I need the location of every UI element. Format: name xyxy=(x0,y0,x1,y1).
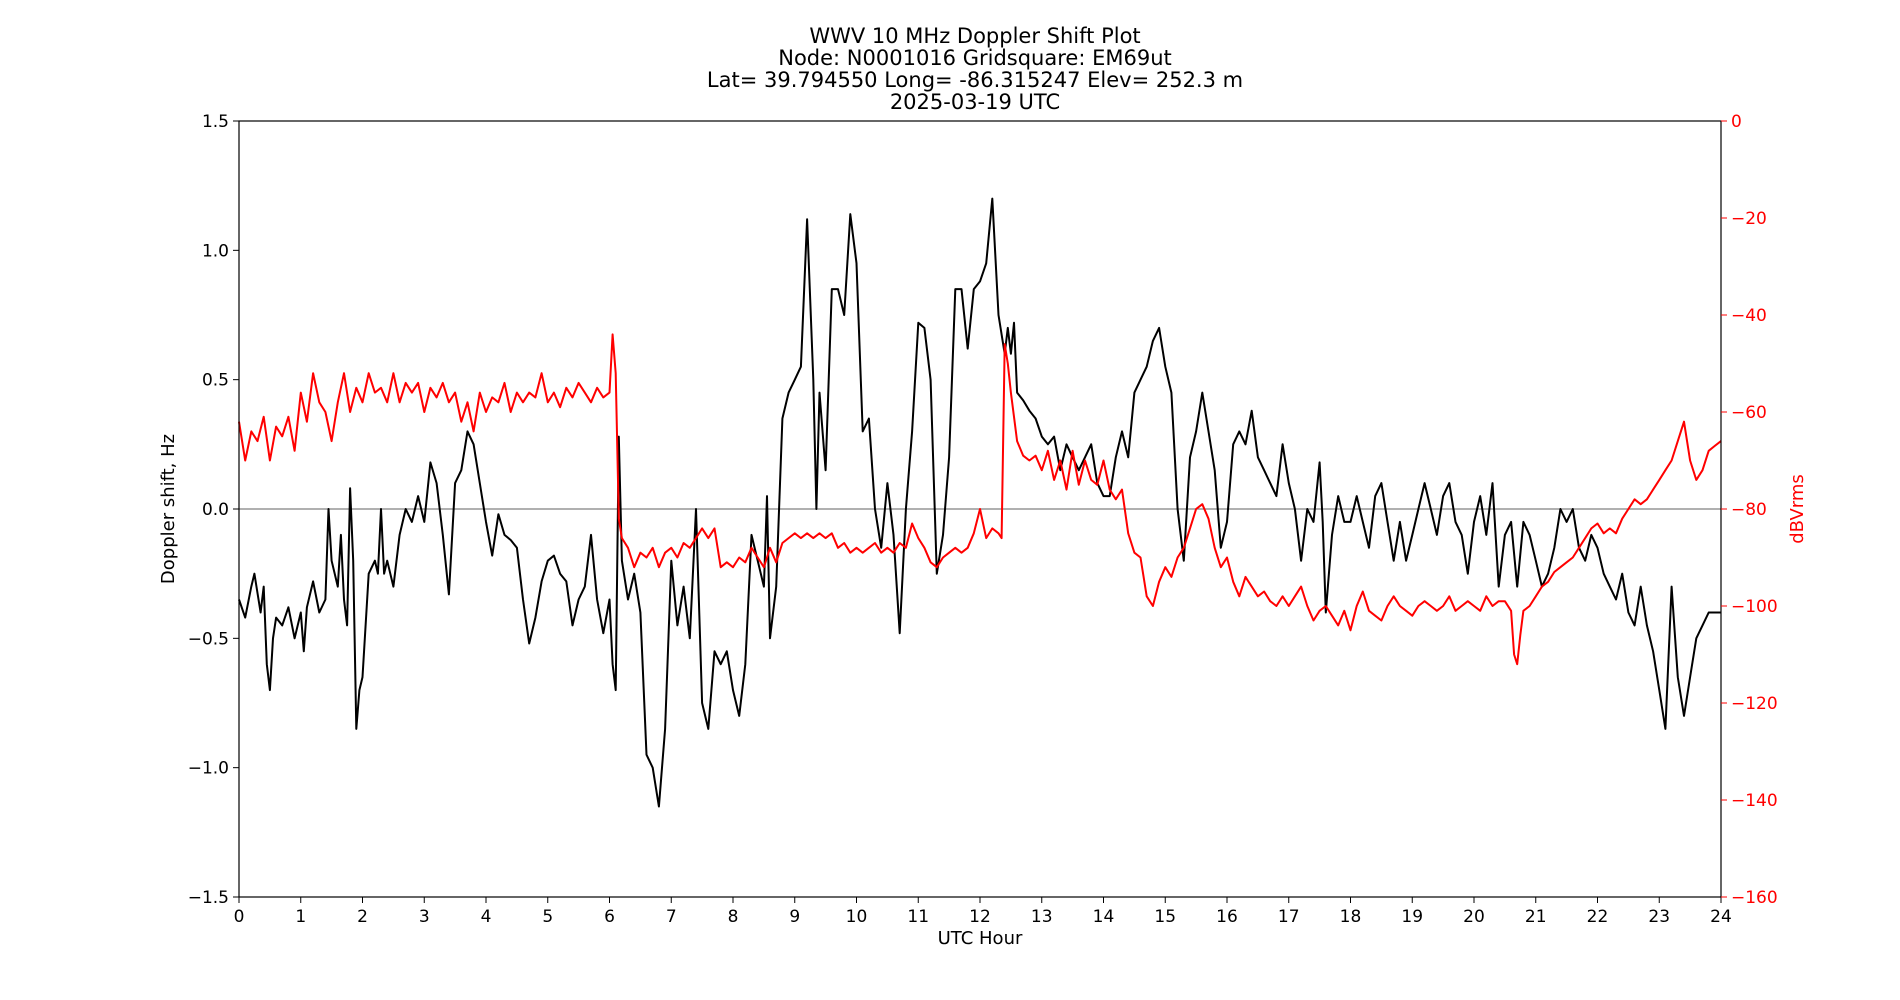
x-tick-label: 3 xyxy=(419,907,430,927)
x-tick-label: 19 xyxy=(1401,907,1423,927)
y-right-tick-label: −60 xyxy=(1731,403,1767,423)
x-tick-label: 8 xyxy=(728,907,739,927)
y-left-tick-label: 1.0 xyxy=(202,241,229,261)
y-axis-right-label: dBVrms xyxy=(1787,474,1808,544)
x-tick-label: 1 xyxy=(295,907,306,927)
y-right-tick-label: −140 xyxy=(1731,791,1778,811)
x-tick-label: 12 xyxy=(969,907,991,927)
y-right-tick-label: −120 xyxy=(1731,694,1778,714)
chart-title-line-2: Node: N0001016 Gridsquare: EM69ut xyxy=(778,46,1171,70)
x-tick-label: 16 xyxy=(1216,907,1238,927)
y-right-tick-label: −100 xyxy=(1731,597,1778,617)
y-left-tick-label: −1.5 xyxy=(188,888,229,908)
x-tick-label: 0 xyxy=(234,907,245,927)
x-axis-label: UTC Hour xyxy=(938,928,1023,949)
x-tick-label: 15 xyxy=(1154,907,1176,927)
x-tick-label: 21 xyxy=(1525,907,1547,927)
x-tick-label: 4 xyxy=(481,907,492,927)
x-tick-label: 17 xyxy=(1278,907,1300,927)
chart-title-line-3: Lat= 39.794550 Long= -86.315247 Elev= 25… xyxy=(707,68,1243,92)
y-left-tick-label: −1.0 xyxy=(188,759,229,779)
y-axis-left-label: Doppler shift, Hz xyxy=(158,434,179,584)
x-tick-label: 18 xyxy=(1340,907,1362,927)
x-tick-label: 23 xyxy=(1648,907,1670,927)
power-dbvrms-line xyxy=(238,333,1722,666)
x-tick-label: 20 xyxy=(1463,907,1485,927)
y-left-tick-label: 1.5 xyxy=(202,112,229,132)
chart-title-group: WWV 10 MHz Doppler Shift Plot Node: N000… xyxy=(707,24,1243,114)
y-right-tick-label: −40 xyxy=(1731,306,1767,326)
x-tick-label: 9 xyxy=(789,907,800,927)
x-tick-label: 11 xyxy=(907,907,929,927)
axes-layer: 0 1 2 3 4 5 6 7 8 9 10 11 12 13 14 15 16 17 18 19 20 21 22 23 24… xyxy=(188,112,1778,927)
y-right-tick-label: −20 xyxy=(1731,209,1767,229)
y-right-tick-label: −160 xyxy=(1731,888,1778,908)
x-tick-label: 6 xyxy=(604,907,615,927)
y-left-tick-label: −0.5 xyxy=(188,629,229,649)
x-tick-label: 5 xyxy=(542,907,553,927)
y-right-tick-label: 0 xyxy=(1731,112,1742,132)
x-tick-label: 24 xyxy=(1710,907,1732,927)
x-tick-label: 7 xyxy=(666,907,677,927)
y-left-tick-label: 0.0 xyxy=(202,500,229,520)
y-right-tick-label: −80 xyxy=(1731,500,1767,520)
x-tick-label: 10 xyxy=(846,907,868,927)
chart-title-line-4: 2025-03-19 UTC xyxy=(890,90,1060,114)
doppler-shift-line xyxy=(238,197,1721,808)
x-tick-label: 13 xyxy=(1031,907,1053,927)
x-tick-label: 22 xyxy=(1587,907,1609,927)
x-tick-label: 2 xyxy=(357,907,368,927)
chart-title-line-1: WWV 10 MHz Doppler Shift Plot xyxy=(809,24,1140,48)
x-tick-label: 14 xyxy=(1093,907,1115,927)
series-layer xyxy=(238,197,1722,808)
y-left-tick-label: 0.5 xyxy=(202,371,229,391)
